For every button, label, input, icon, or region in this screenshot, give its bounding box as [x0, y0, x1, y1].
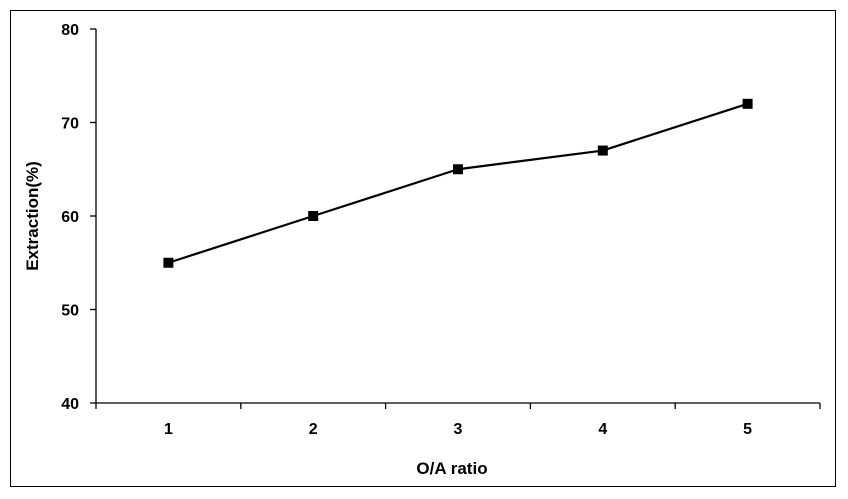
x-axis-title: O/A ratio — [416, 459, 487, 478]
y-axis-title: Extraction(%) — [23, 161, 42, 271]
y-tick-label: 40 — [61, 396, 79, 413]
data-point-marker — [597, 145, 608, 156]
x-tick-label: 2 — [309, 421, 318, 438]
y-tick-label: 50 — [61, 303, 79, 320]
series-layer — [163, 98, 753, 268]
data-point-marker — [742, 98, 753, 109]
x-tick-labels: 1 2 3 4 5 — [164, 421, 752, 438]
x-tick-label: 5 — [743, 421, 752, 438]
x-tick-label: 1 — [164, 421, 173, 438]
chart-frame — [10, 10, 836, 487]
data-point-marker — [163, 257, 174, 268]
series-line — [168, 102, 748, 264]
y-tick-label: 60 — [61, 209, 79, 226]
x-tick-label: 3 — [454, 421, 463, 438]
x-tick-label: 4 — [598, 421, 607, 438]
data-point-marker — [308, 211, 319, 221]
y-tick-label: 80 — [61, 22, 79, 39]
chart-axes — [90, 28, 821, 409]
data-point-marker — [453, 164, 463, 175]
y-tick-labels: 40 50 60 70 80 — [61, 22, 79, 413]
y-tick-label: 70 — [61, 116, 79, 133]
